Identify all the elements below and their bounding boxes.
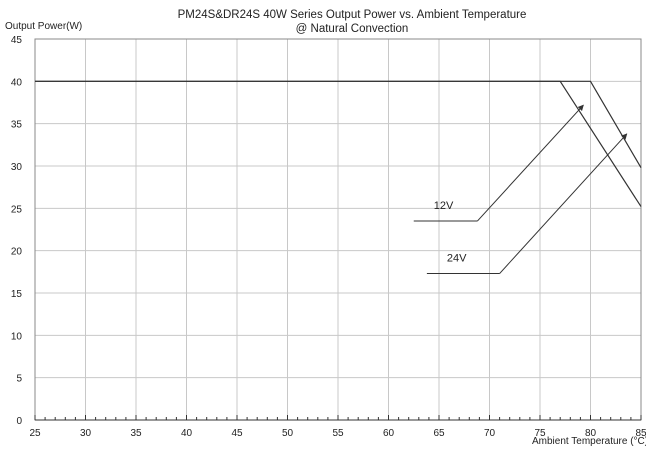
y-tick-label: 20 — [11, 247, 23, 258]
y-tick-label: 10 — [11, 331, 23, 342]
x-tick-label: 70 — [484, 428, 496, 439]
x-tick-label: 30 — [80, 428, 92, 439]
y-tick-label: 30 — [11, 162, 23, 173]
x-tick-label: 75 — [534, 428, 546, 439]
y-tick-label: 15 — [11, 289, 23, 300]
y-tick-label: 35 — [11, 120, 23, 131]
y-tick-label: 40 — [11, 77, 23, 88]
y-tick-label: 5 — [16, 374, 22, 385]
y-tick-label: 45 — [11, 35, 23, 46]
chart-title-line-2: @ Natural Convection — [296, 23, 409, 35]
y-tick-label: 0 — [16, 416, 22, 427]
x-tick-label: 50 — [282, 428, 294, 439]
y-tick-label: 25 — [11, 204, 23, 215]
chart-title-line-1: PM24S&DR24S 40W Series Output Power vs. … — [178, 9, 527, 21]
x-tick-label: 65 — [433, 428, 445, 439]
annotation-label-12v: 12V — [434, 200, 454, 212]
x-tick-label: 85 — [635, 428, 646, 439]
axes: 25 30 35 40 45 50 55 60 65 70 75 80 85 0 5 10 15 20 25 30 35… — [11, 35, 646, 439]
x-tick-label: 25 — [29, 428, 41, 439]
x-tick-label: 45 — [231, 428, 243, 439]
grid — [35, 39, 641, 420]
x-tick-label: 40 — [181, 428, 193, 439]
x-tick-label: 35 — [130, 428, 142, 439]
x-tick-label: 80 — [585, 428, 597, 439]
annotations: 12V 24V — [413, 104, 628, 275]
x-tick-label: 60 — [383, 428, 395, 439]
x-tick-label: 55 — [332, 428, 344, 439]
annotation-arrow-12v — [477, 104, 584, 222]
x-axis-title: Ambient Temperature (°C) — [532, 436, 646, 447]
annotation-label-24v: 24V — [447, 253, 467, 265]
y-axis-title: Output Power(W) — [5, 21, 82, 32]
annotation-arrow-24v — [499, 133, 628, 274]
